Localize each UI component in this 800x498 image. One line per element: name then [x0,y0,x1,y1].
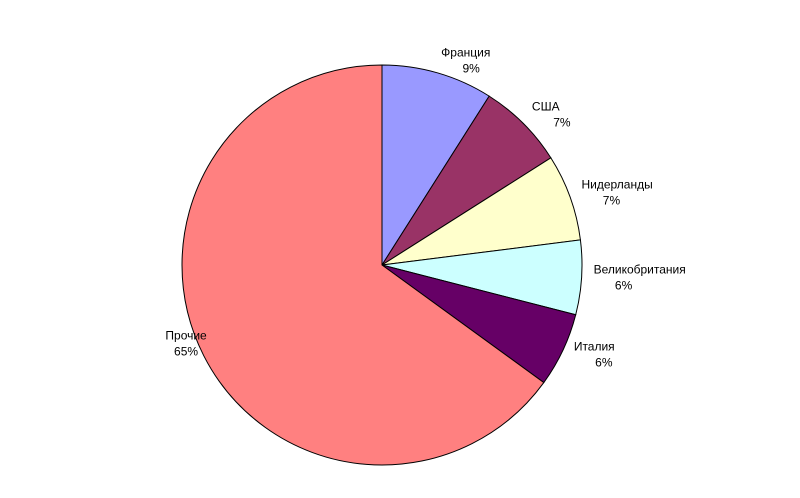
pie-slice [181,64,545,466]
pie-slice [381,64,490,267]
data-label-name: Нидерланды [581,177,652,191]
data-label-name: Франция [441,46,490,60]
data-label-name: США [532,99,560,113]
data-label-name: Прочие [165,329,207,343]
data-label-value: 9% [462,62,480,76]
data-label-value: 6% [595,355,613,369]
data-label-value: 7% [553,115,571,129]
data-label-value: 65% [174,345,198,359]
data-label-value: 7% [603,193,621,207]
data-label-name: Италия [574,339,615,353]
data-label-name: Великобритания [594,262,686,276]
data-label-value: 6% [615,278,633,292]
